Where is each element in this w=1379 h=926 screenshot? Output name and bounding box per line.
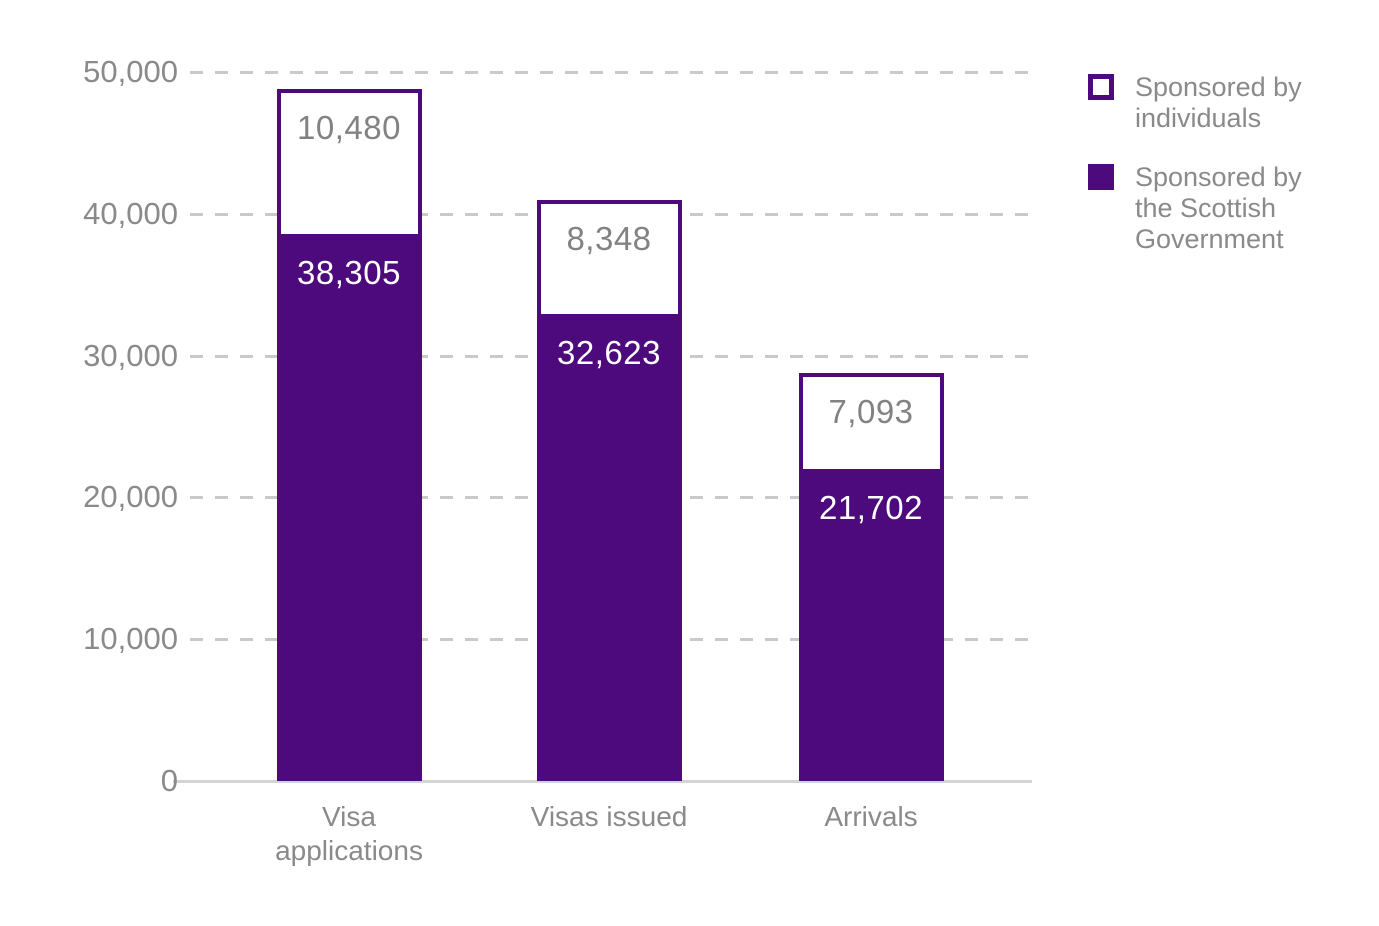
x-category-label-arrivals: Arrivals xyxy=(824,801,918,832)
bar-segment-individuals-arrivals: 7,093 xyxy=(798,372,944,474)
bar-segment-individuals-visas-issued: 8,348 xyxy=(536,200,682,319)
bar-segment-scottish-government-visas-issued: 32,623 xyxy=(536,318,682,781)
gridline-50000 xyxy=(190,71,1028,74)
bar-segment-scottish-government-arrivals: 21,702 xyxy=(798,473,944,781)
x-category-label-visas-issued: Visas issued xyxy=(530,801,688,832)
legend-item-sponsored-by-scottish-government: Sponsored by the Scottish Government xyxy=(1088,162,1338,255)
y-tick-label-20000: 20,000 xyxy=(83,479,178,515)
x-category-label-visa-applications: Visa applications xyxy=(275,801,423,866)
y-tick-label-0: 0 xyxy=(160,763,178,798)
x-axis-baseline xyxy=(173,780,1032,783)
y-tick-label-50000: 50,000 xyxy=(83,54,178,89)
segment-value-label: 10,480 xyxy=(297,109,401,147)
bar-segment-individuals-visa-applications: 10,480 xyxy=(276,89,422,238)
y-tick-label-40000: 40,000 xyxy=(83,195,178,231)
segment-value-label: 21,702 xyxy=(819,489,923,527)
legend-swatch-filled-square-icon xyxy=(1088,164,1114,190)
legend: Sponsored by individuals Sponsored by th… xyxy=(1088,72,1338,255)
bar-segment-scottish-government-visa-applications: 38,305 xyxy=(276,237,422,781)
segment-value-label: 32,623 xyxy=(557,334,661,372)
segment-value-label: 8,348 xyxy=(566,220,652,258)
y-tick-label-30000: 30,000 xyxy=(83,337,178,373)
segment-value-label: 38,305 xyxy=(297,253,401,291)
legend-label-scottish-government: Sponsored by the Scottish Government xyxy=(1135,162,1302,254)
legend-label-individuals: Sponsored by individuals xyxy=(1135,72,1302,133)
legend-item-sponsored-by-individuals: Sponsored by individuals xyxy=(1088,72,1338,134)
segment-value-label: 7,093 xyxy=(828,392,914,430)
y-tick-label-10000: 10,000 xyxy=(83,621,178,657)
legend-swatch-outlined-square-icon xyxy=(1088,74,1114,100)
